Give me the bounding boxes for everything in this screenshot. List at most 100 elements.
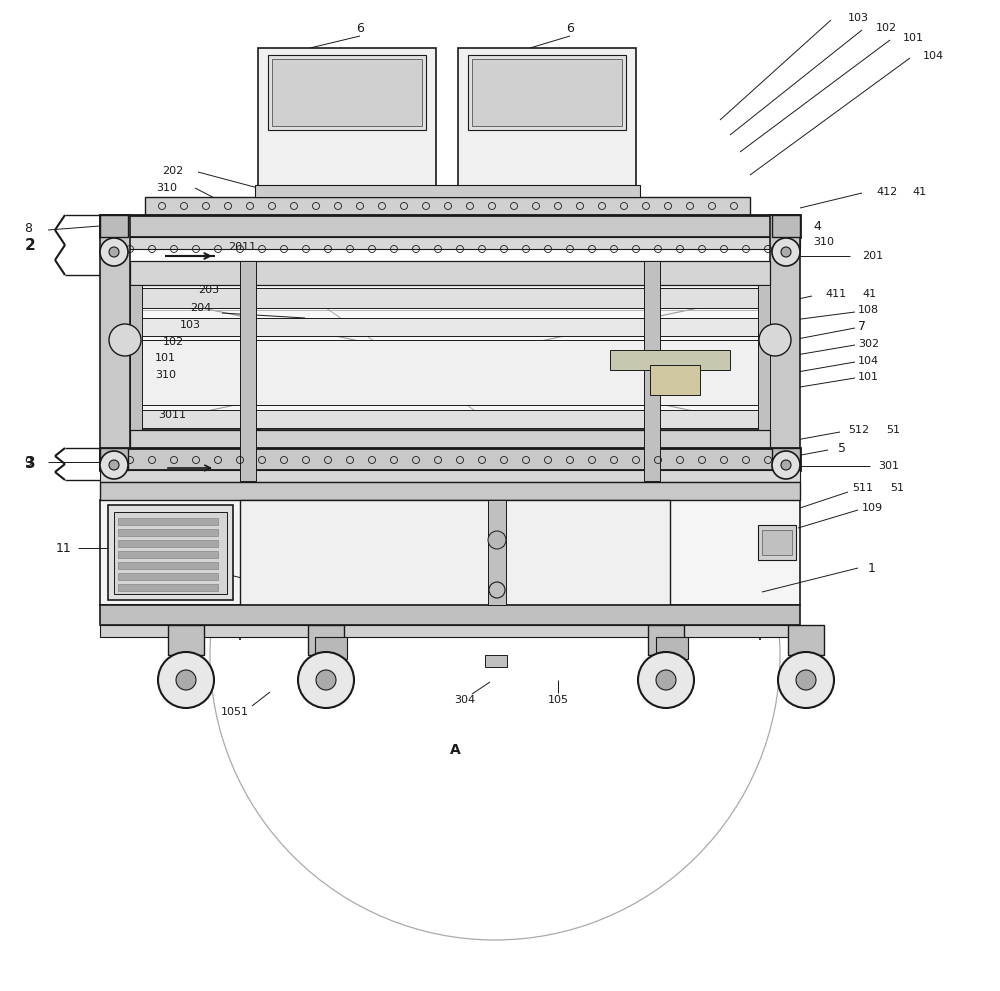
Text: 8: 8 [24, 223, 32, 236]
Bar [118, 584, 218, 591]
Text: 102: 102 [163, 337, 184, 347]
Circle shape [158, 652, 214, 708]
Bar [130, 261, 770, 285]
Text: 6: 6 [566, 22, 574, 35]
Bar [468, 55, 626, 130]
Circle shape [656, 670, 676, 690]
Text: A: A [450, 743, 460, 757]
Bar [108, 505, 233, 600]
Text: 1051: 1051 [221, 707, 249, 717]
Text: 202: 202 [162, 166, 183, 176]
Text: 310: 310 [813, 237, 834, 247]
Text: CF-E-18: CF-E-18 [533, 112, 561, 118]
Bar [472, 59, 622, 126]
Bar [118, 529, 218, 536]
Bar [130, 285, 770, 430]
Bar [240, 500, 670, 605]
Bar [788, 625, 824, 655]
Circle shape [489, 582, 505, 598]
Circle shape [109, 324, 141, 356]
Text: 412: 412 [876, 187, 897, 197]
Text: 1: 1 [868, 562, 876, 575]
Text: 204: 204 [190, 303, 211, 313]
Circle shape [772, 238, 800, 266]
Text: 101: 101 [155, 353, 176, 363]
Bar [650, 365, 700, 395]
Bar [268, 55, 426, 130]
Text: 51: 51 [886, 425, 900, 435]
Text: 3011: 3011 [158, 410, 186, 420]
Bar [272, 59, 422, 126]
Text: 302: 302 [858, 339, 879, 349]
Bar [648, 625, 684, 655]
Text: GUUSA: GUUSA [335, 82, 359, 88]
Bar [308, 625, 344, 655]
Circle shape [781, 247, 791, 257]
Bar [100, 482, 800, 500]
Text: 7: 7 [858, 320, 866, 334]
Circle shape [778, 652, 834, 708]
Text: 6: 6 [356, 22, 364, 35]
Text: 2: 2 [25, 238, 35, 253]
Text: 101: 101 [858, 372, 879, 382]
Text: 11: 11 [56, 541, 72, 555]
Text: 103: 103 [180, 320, 201, 330]
Text: 203: 203 [198, 285, 219, 295]
Bar [240, 261, 256, 481]
Bar [488, 500, 506, 605]
Text: CF-E-18: CF-E-18 [333, 112, 361, 118]
Text: 41: 41 [912, 187, 926, 197]
Text: 411: 411 [825, 289, 846, 299]
Bar [610, 350, 730, 370]
Text: 512: 512 [848, 425, 869, 435]
Text: 104: 104 [858, 356, 879, 366]
Bar [140, 340, 760, 405]
Text: 4: 4 [813, 219, 821, 233]
Bar [100, 237, 800, 249]
Bar [118, 573, 218, 580]
Text: 109: 109 [862, 503, 883, 513]
Bar [485, 655, 507, 667]
Bar [114, 512, 227, 594]
Bar [258, 48, 436, 186]
Text: 301: 301 [878, 461, 899, 471]
Bar [100, 625, 800, 637]
Bar [168, 625, 204, 655]
Bar [118, 551, 218, 558]
Bar [100, 500, 800, 605]
Bar [100, 215, 128, 237]
Bar [140, 410, 760, 428]
Text: 51: 51 [890, 483, 904, 493]
Circle shape [759, 324, 791, 356]
Bar [255, 185, 640, 197]
Text: 5: 5 [838, 443, 846, 456]
Text: 303: 303 [152, 555, 173, 565]
Text: 3: 3 [25, 457, 35, 472]
Bar [772, 215, 800, 237]
Text: 103: 103 [848, 13, 869, 23]
Circle shape [488, 531, 506, 549]
Bar [770, 215, 800, 470]
Bar [762, 530, 792, 555]
Text: 108: 108 [858, 305, 879, 315]
Text: 9: 9 [24, 456, 32, 469]
Text: 105: 105 [548, 695, 568, 705]
Text: 511: 511 [852, 483, 873, 493]
Circle shape [796, 670, 816, 690]
Bar [758, 525, 796, 560]
Circle shape [109, 460, 119, 470]
Bar [315, 637, 347, 659]
Circle shape [781, 460, 791, 470]
Bar [118, 540, 218, 547]
Bar [100, 448, 128, 470]
Text: 102: 102 [876, 23, 897, 33]
Text: 41: 41 [862, 289, 876, 299]
Circle shape [298, 652, 354, 708]
Bar [140, 318, 760, 336]
Text: 310: 310 [156, 183, 177, 193]
Bar [100, 605, 800, 625]
Bar [140, 288, 760, 308]
Bar [100, 215, 800, 237]
Circle shape [100, 451, 128, 479]
Bar [100, 448, 800, 470]
